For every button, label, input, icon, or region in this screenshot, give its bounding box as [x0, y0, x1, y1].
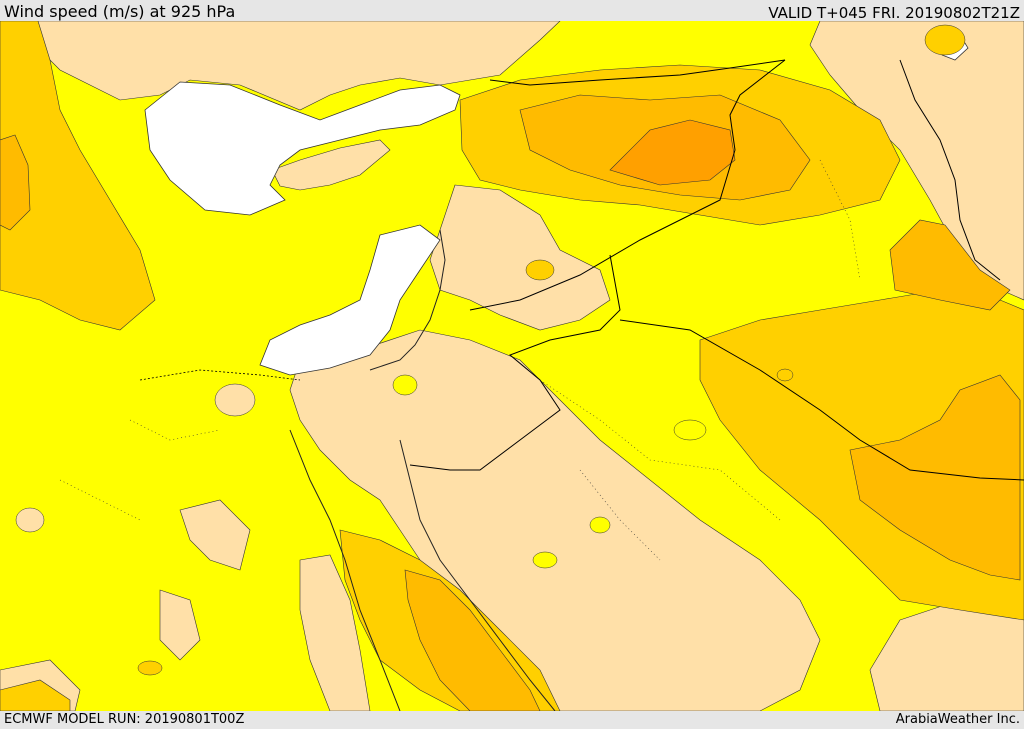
- zone-higher-gulf: [849, 374, 1021, 581]
- zone-low-turkey: [37, 21, 561, 111]
- zone-low-sinai-arabia: [289, 329, 821, 711]
- coastline-red-sea-west: [289, 429, 401, 711]
- provincial-lines: [59, 159, 861, 561]
- valid-time: VALID T+045 FRI. 20190802T21Z: [768, 4, 1020, 22]
- small-patches: [15, 24, 966, 676]
- zone-higher-zagros: [889, 219, 1011, 311]
- zone-high-aegean: [0, 21, 156, 331]
- zone-low-sudan: [299, 554, 371, 711]
- border-turkey-syria: [489, 59, 786, 86]
- zone-peak-iraq: [609, 119, 736, 186]
- zone-low-egypt-west: [179, 499, 251, 571]
- zone-low-cyprus: [271, 139, 391, 191]
- border-iraq-iran: [899, 59, 1001, 281]
- coastline-levant: [369, 229, 446, 371]
- border-syria-iraq: [469, 59, 786, 311]
- map-title: Wind speed (m/s) at 925 hPa: [4, 2, 236, 21]
- border-egypt-sudan: [139, 369, 301, 381]
- wind-speed-map: [0, 21, 1024, 711]
- border-saudi-iraq: [619, 319, 1024, 481]
- model-run: ECMWF MODEL RUN: 20190801T00Z: [4, 712, 245, 727]
- header-bar: Wind speed (m/s) at 925 hPa VALID T+045 …: [0, 0, 1024, 22]
- zone-higher-aegean: [0, 134, 31, 231]
- zone-higher-red-sea: [404, 569, 541, 711]
- zone-low-egypt-south: [159, 589, 201, 661]
- footer-bar: ECMWF MODEL RUN: 20190801T00Z ArabiaWeat…: [0, 711, 1024, 729]
- coastline-red-sea-east: [399, 439, 556, 711]
- credit-text: ArabiaWeather Inc.: [895, 712, 1020, 727]
- sea-levantine-calm: [259, 224, 441, 376]
- zone-high-sw-corner: [0, 679, 71, 711]
- sea-mediterranean-calm: [144, 81, 461, 216]
- zone-low-northeast: [809, 21, 1024, 301]
